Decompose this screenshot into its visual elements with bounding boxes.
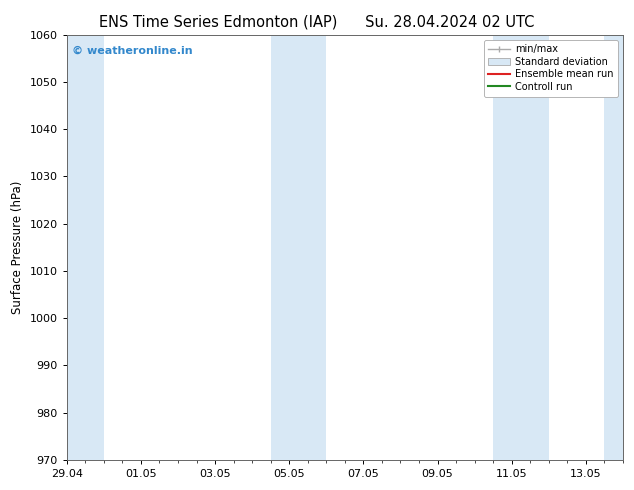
Text: ENS Time Series Edmonton (IAP)      Su. 28.04.2024 02 UTC: ENS Time Series Edmonton (IAP) Su. 28.04…	[100, 15, 534, 30]
Bar	[604, 35, 634, 460]
Text: © weatheronline.in: © weatheronline.in	[72, 46, 193, 55]
Bar	[271, 35, 327, 460]
Y-axis label: Surface Pressure (hPa): Surface Pressure (hPa)	[11, 181, 24, 314]
Bar	[48, 35, 104, 460]
Bar	[493, 35, 549, 460]
Legend: min/max, Standard deviation, Ensemble mean run, Controll run: min/max, Standard deviation, Ensemble me…	[484, 40, 618, 97]
